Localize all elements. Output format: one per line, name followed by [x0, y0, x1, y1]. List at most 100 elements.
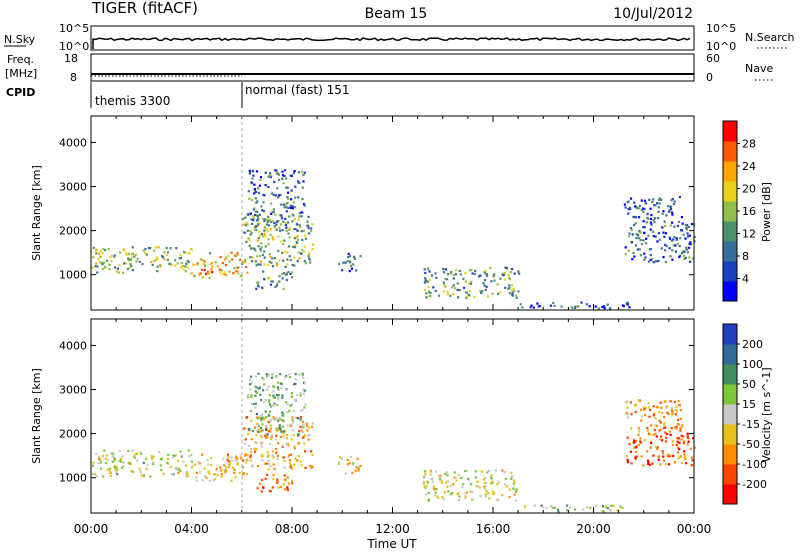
data-cell	[248, 244, 251, 247]
data-cell	[444, 472, 447, 476]
data-cell	[235, 459, 238, 462]
data-cell	[304, 262, 307, 265]
data-cell	[225, 256, 228, 259]
data-cell	[439, 474, 442, 477]
data-cell	[118, 449, 121, 453]
data-cell	[435, 488, 438, 491]
data-cell	[267, 373, 270, 376]
data-cell	[347, 252, 350, 255]
data-cell	[114, 266, 117, 269]
data-cell	[350, 264, 353, 267]
data-cell	[241, 466, 244, 469]
data-cell	[268, 462, 271, 466]
data-cell	[206, 459, 209, 462]
data-cell	[275, 417, 278, 420]
data-cell	[469, 490, 472, 493]
x-axis-label: Time UT	[366, 537, 417, 551]
power-y-label: Slant Range [km]	[30, 165, 43, 261]
data-cell	[100, 250, 103, 253]
data-cell	[687, 235, 690, 238]
data-cell	[294, 244, 297, 247]
data-cell	[297, 180, 300, 183]
data-cell	[670, 199, 673, 202]
header-station: TIGER (fitACF)	[91, 0, 198, 17]
data-cell	[221, 273, 225, 276]
data-cell	[616, 509, 619, 512]
data-cell	[443, 491, 447, 494]
data-cell	[145, 253, 148, 256]
data-cell	[185, 475, 188, 478]
data-cell	[434, 272, 437, 275]
data-cell	[509, 271, 512, 274]
data-cell	[289, 206, 293, 209]
data-cell	[140, 452, 143, 455]
data-cell	[286, 411, 289, 414]
data-cell	[224, 471, 227, 474]
data-cell	[263, 462, 266, 465]
data-cell	[289, 425, 292, 428]
data-cell	[258, 230, 261, 233]
data-cell	[638, 230, 641, 233]
data-cell	[241, 262, 244, 266]
data-cell	[643, 406, 646, 409]
data-cell	[663, 423, 666, 426]
data-cell	[201, 276, 205, 279]
data-cell	[661, 450, 664, 453]
data-cell	[658, 202, 661, 205]
data-cell	[264, 434, 267, 437]
data-cell	[644, 414, 647, 417]
x-tick-label: 04:00	[174, 522, 209, 536]
data-cell	[159, 264, 162, 267]
data-cell	[278, 275, 281, 278]
data-cell	[257, 465, 260, 468]
data-cell	[257, 263, 260, 266]
data-cell	[282, 432, 285, 435]
data-cell	[150, 260, 153, 264]
data-cell	[632, 251, 635, 254]
data-cell	[662, 231, 665, 234]
data-cell	[643, 252, 646, 255]
data-cell	[496, 483, 499, 486]
data-cell	[272, 474, 275, 477]
data-cell	[244, 224, 248, 227]
data-cell	[484, 272, 487, 275]
data-cell	[291, 395, 294, 398]
data-cell	[167, 453, 170, 456]
data-cell	[357, 467, 360, 470]
data-cell	[233, 471, 236, 474]
data-cell	[294, 378, 297, 381]
data-cell	[264, 184, 267, 187]
data-cell	[465, 491, 468, 494]
data-cell	[440, 481, 443, 484]
data-cell	[347, 256, 350, 259]
data-cell	[627, 212, 630, 215]
data-cell	[265, 425, 268, 428]
data-cell	[253, 183, 256, 186]
data-cell	[133, 455, 136, 458]
data-cell	[277, 442, 280, 445]
data-cell	[439, 478, 442, 481]
data-cell	[246, 229, 249, 232]
data-cell	[287, 232, 290, 235]
data-cell	[499, 291, 502, 294]
data-cell	[295, 236, 298, 239]
data-cell	[167, 251, 170, 254]
data-cell	[301, 408, 304, 412]
data-cell	[95, 262, 98, 265]
data-cell	[644, 202, 647, 205]
data-cell	[249, 212, 252, 215]
data-cell	[257, 191, 261, 195]
colorbar-swatch	[723, 444, 737, 465]
data-cell	[259, 434, 262, 437]
data-cell	[514, 490, 518, 493]
data-cell	[647, 234, 650, 237]
data-cell	[189, 247, 192, 250]
data-cell	[659, 428, 662, 431]
data-cell	[179, 253, 182, 256]
data-cell	[574, 305, 577, 308]
data-cell	[427, 492, 430, 495]
data-cell	[483, 279, 486, 282]
data-cell	[485, 273, 488, 276]
data-cell	[446, 480, 449, 483]
data-cell	[162, 256, 165, 259]
